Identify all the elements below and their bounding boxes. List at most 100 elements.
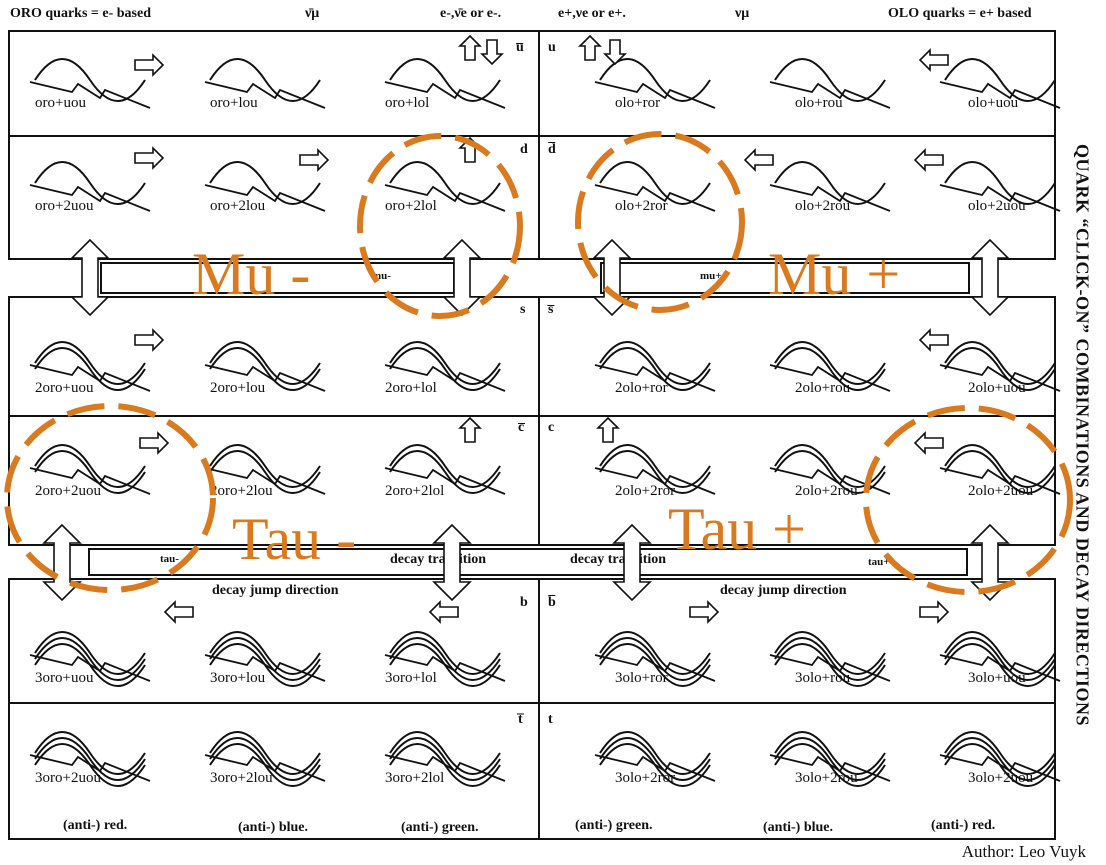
wave-arc [599,450,711,494]
zigzag-line [384,81,506,109]
divider [8,702,1056,704]
wave-arc [944,737,1056,781]
double-arrow-icon [592,238,632,317]
e-minus-header: e-,ν̄e or e-. [440,6,502,21]
zigzag-line [204,364,326,392]
mu-plus-bar [600,262,970,294]
wave-arc [774,347,886,391]
wave-arc [599,637,711,681]
zigzag-line [204,654,326,682]
wave-arc [34,161,146,205]
wave-arc [34,347,146,391]
highlight-circle [357,133,523,319]
decay-transition-right: decay transition [570,552,667,567]
mu-plus-overlay: Mu + [768,241,901,307]
author-credit: Author: Leo Vuyk [961,842,1086,861]
zigzag-line [769,184,891,212]
wave-arc [774,737,886,781]
e-plus-header: e+,νe or e+. [558,6,626,21]
arrow-right-icon [689,600,720,624]
wave-arc [599,737,711,781]
arrow-up-icon [458,34,482,61]
quark-combination-label: oro+2lol [385,198,437,214]
arrow-down-icon [603,39,627,66]
quark-combination-label: 2olo+rou [795,380,851,396]
zigzag-line [204,467,326,495]
wave-arc [944,637,1056,681]
flavor-c-bar: c̅ [518,420,525,435]
zigzag-line [29,81,151,109]
zigzag-line [594,754,716,782]
arrow-right-icon [139,431,170,455]
wave-arc [944,58,1056,102]
arrow-left-icon [913,148,944,172]
color-label-red: (anti-) red. [60,818,131,834]
zigzag-line [939,754,1061,782]
tau-minus-label: tau- [160,553,179,565]
quark-combination-label: 2oro+lol [385,380,437,396]
arrow-left-icon [918,48,949,72]
color-label-blue: (anti-) blue. [235,820,311,836]
wave-arc [389,341,501,385]
flavor-s-bar: s̅ [548,302,554,317]
quark-combination-label: olo+2uou [968,198,1026,214]
wave-arc [599,347,711,391]
wave-arc [944,450,1056,494]
wave-arc [774,58,886,102]
quark-combination-label: 2oro+2lol [385,483,445,499]
olo-header: OLO quarks = e+ based [888,6,1032,21]
wave-arc [774,731,886,775]
flavor-b: b [520,595,528,610]
double-arrow-icon [432,523,472,602]
arrow-right-icon [134,146,165,170]
double-arrow-icon [970,238,1010,317]
wave-arc [34,450,146,494]
decay-jump-right: decay jump direction [720,583,847,598]
zigzag-line [204,81,326,109]
zigzag-line [594,81,716,109]
wave-arc [34,631,146,675]
quark-combination-label: 3oro+2uou [35,770,101,786]
arrow-up-icon [596,416,620,443]
tau-bar [88,548,968,576]
nu-mu-bar-label: ν̄μ [305,6,320,21]
quark-combination-label: oro+lou [210,95,258,111]
double-arrow-icon [612,523,652,602]
wave-arc [389,161,501,205]
wave-arc [209,450,321,494]
tau-minus-overlay: Tau - [232,506,357,572]
wave-arc [34,637,146,681]
panel-b-t [8,578,1056,840]
quark-combination-label: olo+ror [615,95,661,111]
divider [538,30,540,260]
wave-arc [389,58,501,102]
mu-plus-label: mu+ [700,270,722,282]
zigzag-line [384,654,506,682]
zigzag-line [29,754,151,782]
zigzag-line [594,467,716,495]
zigzag-line [204,184,326,212]
zigzag-line [939,184,1061,212]
color-label-green: (anti-) green. [398,820,482,836]
zigzag-line [29,467,151,495]
wave-arc [944,341,1056,385]
panel-u-d [8,30,1056,260]
panel-s-c [8,296,1056,546]
highlight-circle [575,131,745,313]
zigzag-line [29,654,151,682]
quark-combination-label: olo+2ror [615,198,668,214]
wave-arc [599,631,711,675]
quark-combination-label: 3oro+2lou [210,770,273,786]
quark-combination-label: 2olo+2uou [968,483,1034,499]
wave-arc [774,341,886,385]
zigzag-line [939,654,1061,682]
zigzag-line [769,467,891,495]
wave-arc [389,631,501,675]
arrow-right-icon [299,148,330,172]
zigzag-line [769,81,891,109]
quark-combination-label: oro+2lou [210,198,266,214]
zigzag-line [939,467,1061,495]
arrow-left-icon [428,600,459,624]
wave-arc [209,341,321,385]
arrow-left-icon [743,148,774,172]
